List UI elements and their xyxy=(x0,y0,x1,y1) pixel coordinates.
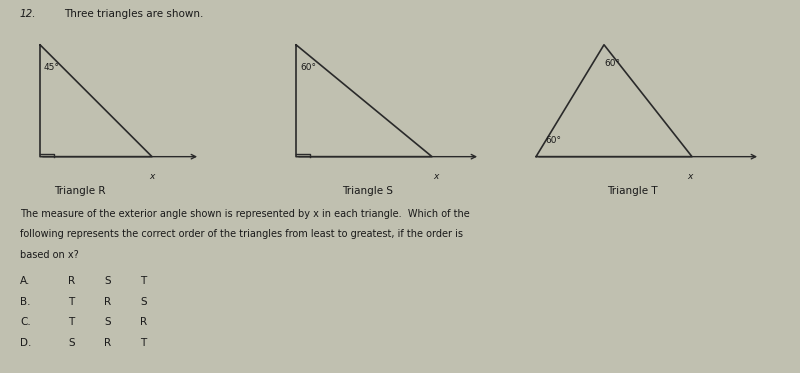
Text: x: x xyxy=(687,172,692,181)
Text: following represents the correct order of the triangles from least to greatest, : following represents the correct order o… xyxy=(20,229,463,239)
Text: T: T xyxy=(140,276,146,286)
Text: C.: C. xyxy=(20,317,30,327)
Text: Triangle R: Triangle R xyxy=(54,186,106,197)
Text: Triangle S: Triangle S xyxy=(342,186,394,197)
Text: T: T xyxy=(68,317,74,327)
Text: x: x xyxy=(150,172,154,181)
Text: S: S xyxy=(104,276,110,286)
Text: R: R xyxy=(68,276,75,286)
Text: R: R xyxy=(104,338,111,348)
Text: 60°: 60° xyxy=(300,63,316,72)
Text: Three triangles are shown.: Three triangles are shown. xyxy=(64,9,203,19)
Text: T: T xyxy=(140,338,146,348)
Text: based on x?: based on x? xyxy=(20,250,78,260)
Text: 60°: 60° xyxy=(604,59,620,68)
Text: T: T xyxy=(68,297,74,307)
Text: The measure of the exterior angle shown is represented by x in each triangle.  W: The measure of the exterior angle shown … xyxy=(20,209,470,219)
Text: 45°: 45° xyxy=(44,63,60,72)
Text: S: S xyxy=(68,338,74,348)
Text: 12.: 12. xyxy=(20,9,37,19)
Text: S: S xyxy=(104,317,110,327)
Text: 60°: 60° xyxy=(546,137,562,145)
Text: A.: A. xyxy=(20,276,30,286)
Text: R: R xyxy=(104,297,111,307)
Text: R: R xyxy=(140,317,147,327)
Text: x: x xyxy=(434,172,438,181)
Text: S: S xyxy=(140,297,146,307)
Text: B.: B. xyxy=(20,297,30,307)
Text: Triangle T: Triangle T xyxy=(606,186,658,197)
Text: D.: D. xyxy=(20,338,31,348)
